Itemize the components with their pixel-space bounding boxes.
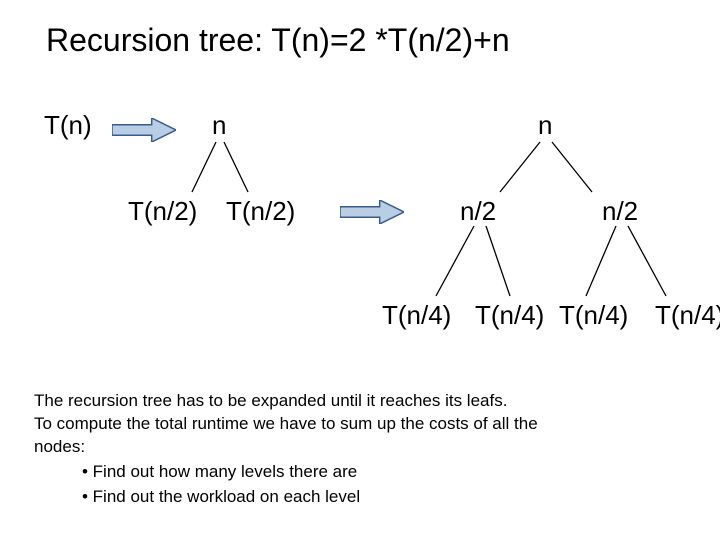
- caption-line-3: nodes:: [34, 436, 674, 459]
- node-tn4-c: T(n/4): [559, 300, 628, 331]
- expand-arrow-2: [340, 200, 404, 224]
- caption-line-2: To compute the total runtime we have to …: [34, 413, 674, 436]
- node-n2: n: [538, 110, 552, 141]
- node-tn2-a: T(n/2): [128, 196, 197, 227]
- expand-arrow-1: [112, 118, 176, 142]
- node-tn4-a: T(n/4): [382, 300, 451, 331]
- caption-bullet-1: • Find out how many levels there are: [82, 461, 674, 484]
- node-tn4-b: T(n/4): [475, 300, 544, 331]
- node-tn2-b: T(n/2): [226, 196, 295, 227]
- node-n1: n: [212, 110, 226, 141]
- node-tn: T(n): [44, 110, 92, 141]
- caption-block: The recursion tree has to be expanded un…: [34, 390, 674, 509]
- slide-title: Recursion tree: T(n)=2 *T(n/2)+n: [46, 22, 510, 59]
- caption-line-1: The recursion tree has to be expanded un…: [34, 390, 674, 413]
- node-n2-a: n/2: [460, 196, 496, 227]
- caption-bullet-2: • Find out the workload on each level: [82, 486, 674, 509]
- node-n2-b: n/2: [602, 196, 638, 227]
- node-tn4-d: T(n/4): [655, 300, 720, 331]
